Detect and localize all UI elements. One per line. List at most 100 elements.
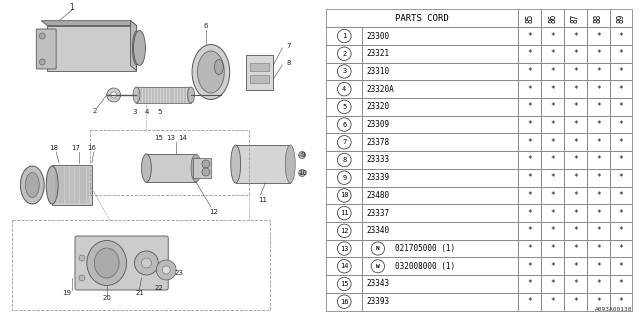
Ellipse shape	[198, 51, 224, 93]
Text: 23340: 23340	[367, 226, 390, 235]
Text: *: *	[596, 262, 600, 271]
Text: *: *	[573, 49, 578, 58]
Bar	[541, 151, 564, 169]
Text: 13: 13	[166, 135, 176, 141]
Text: 23300: 23300	[367, 32, 390, 41]
Bar	[564, 116, 587, 133]
Text: 12: 12	[209, 209, 218, 215]
Bar	[326, 275, 362, 293]
Bar	[609, 116, 632, 133]
Text: *: *	[527, 102, 532, 111]
Bar	[147, 154, 196, 182]
Bar	[541, 133, 564, 151]
Bar	[609, 80, 632, 98]
Ellipse shape	[133, 87, 140, 103]
Text: 10: 10	[340, 192, 349, 198]
Circle shape	[299, 170, 306, 177]
Bar	[564, 275, 587, 293]
Bar	[326, 10, 518, 27]
Text: *: *	[550, 32, 555, 41]
Text: 15: 15	[154, 135, 163, 141]
Text: 021705000 (1): 021705000 (1)	[395, 244, 455, 253]
Text: 1: 1	[70, 4, 74, 12]
Bar	[609, 275, 632, 293]
Text: 23378: 23378	[367, 138, 390, 147]
Bar	[326, 27, 362, 45]
Bar	[362, 257, 518, 275]
Text: *: *	[619, 191, 623, 200]
Text: *: *	[550, 173, 555, 182]
Bar	[518, 204, 541, 222]
Text: 87: 87	[571, 14, 580, 23]
Text: *: *	[573, 173, 578, 182]
Bar	[362, 222, 518, 240]
Text: 23333: 23333	[367, 156, 390, 164]
Bar	[541, 187, 564, 204]
Bar	[609, 187, 632, 204]
Bar	[587, 240, 609, 257]
Bar	[564, 222, 587, 240]
Text: *: *	[573, 191, 578, 200]
Bar	[564, 187, 587, 204]
Circle shape	[39, 59, 45, 65]
Bar	[518, 10, 541, 27]
Bar	[362, 275, 518, 293]
Text: *: *	[619, 102, 623, 111]
Bar	[362, 151, 518, 169]
Bar	[541, 45, 564, 63]
Circle shape	[79, 255, 85, 261]
Text: *: *	[527, 85, 532, 94]
Text: 23339: 23339	[367, 173, 390, 182]
Ellipse shape	[134, 30, 145, 66]
Text: *: *	[527, 279, 532, 288]
Bar	[587, 116, 609, 133]
Bar	[564, 45, 587, 63]
Text: 8: 8	[286, 60, 291, 66]
Bar	[518, 293, 541, 310]
Bar	[326, 45, 362, 63]
Bar	[541, 10, 564, 27]
Bar	[518, 240, 541, 257]
Bar	[136, 87, 191, 103]
Bar	[587, 257, 609, 275]
Bar	[541, 63, 564, 80]
Text: *: *	[596, 209, 600, 218]
FancyBboxPatch shape	[75, 236, 168, 290]
Text: *: *	[596, 85, 600, 94]
Bar	[609, 222, 632, 240]
Text: 4: 4	[144, 109, 148, 115]
Text: 14: 14	[179, 135, 188, 141]
Bar	[609, 63, 632, 80]
Ellipse shape	[132, 31, 140, 65]
Text: *: *	[596, 191, 600, 200]
Bar	[250, 63, 269, 71]
Bar	[609, 27, 632, 45]
Bar	[518, 98, 541, 116]
Text: *: *	[527, 67, 532, 76]
Text: *: *	[596, 32, 600, 41]
Bar	[326, 133, 362, 151]
Text: 8: 8	[342, 157, 346, 163]
Text: *: *	[619, 173, 623, 182]
Text: *: *	[596, 102, 600, 111]
Text: *: *	[573, 279, 578, 288]
Bar	[564, 27, 587, 45]
Text: *: *	[619, 49, 623, 58]
Text: 23343: 23343	[367, 279, 390, 288]
Text: 11: 11	[340, 210, 349, 216]
Text: 23337: 23337	[367, 209, 390, 218]
Bar	[587, 80, 609, 98]
Bar	[326, 257, 362, 275]
Circle shape	[111, 92, 116, 98]
Bar	[564, 151, 587, 169]
Bar	[90, 130, 248, 195]
Bar	[518, 151, 541, 169]
Text: 10: 10	[299, 170, 308, 176]
Bar	[587, 204, 609, 222]
Ellipse shape	[20, 166, 44, 204]
Text: *: *	[573, 102, 578, 111]
Text: 2: 2	[93, 108, 97, 114]
Text: 23320A: 23320A	[367, 85, 395, 94]
Text: 85: 85	[525, 14, 534, 23]
Text: *: *	[527, 173, 532, 182]
